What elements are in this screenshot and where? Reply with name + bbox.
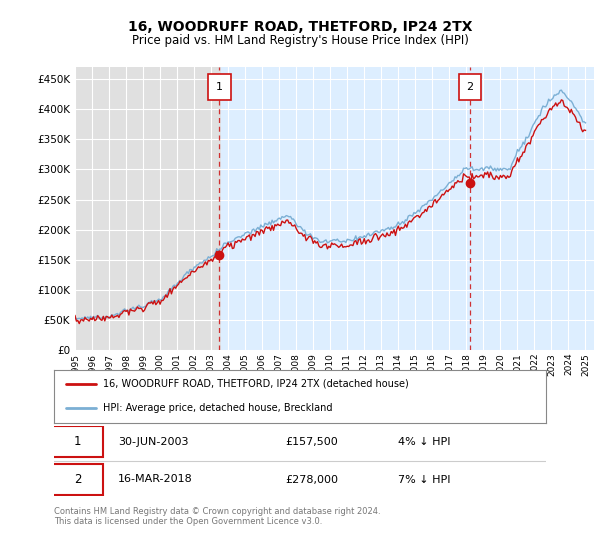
FancyBboxPatch shape (52, 426, 103, 457)
Text: 16-MAR-2018: 16-MAR-2018 (118, 474, 193, 484)
FancyBboxPatch shape (459, 74, 481, 100)
Text: 16, WOODRUFF ROAD, THETFORD, IP24 2TX: 16, WOODRUFF ROAD, THETFORD, IP24 2TX (128, 20, 472, 34)
Text: Contains HM Land Registry data © Crown copyright and database right 2024.
This d: Contains HM Land Registry data © Crown c… (54, 507, 380, 526)
Text: £278,000: £278,000 (285, 474, 338, 484)
Text: 1: 1 (216, 82, 223, 92)
Bar (75, 67, 221, 350)
Text: 2: 2 (466, 82, 473, 92)
FancyBboxPatch shape (208, 74, 230, 100)
Text: Price paid vs. HM Land Registry's House Price Index (HPI): Price paid vs. HM Land Registry's House … (131, 34, 469, 46)
Text: £157,500: £157,500 (285, 437, 338, 447)
Text: 7% ↓ HPI: 7% ↓ HPI (398, 474, 451, 484)
Text: HPI: Average price, detached house, Breckland: HPI: Average price, detached house, Brec… (103, 403, 332, 413)
Text: 16, WOODRUFF ROAD, THETFORD, IP24 2TX (detached house): 16, WOODRUFF ROAD, THETFORD, IP24 2TX (d… (103, 379, 409, 389)
Text: 2: 2 (74, 473, 82, 486)
FancyBboxPatch shape (52, 464, 103, 495)
Text: 4% ↓ HPI: 4% ↓ HPI (398, 437, 451, 447)
Text: 30-JUN-2003: 30-JUN-2003 (118, 437, 188, 447)
Text: 1: 1 (74, 435, 82, 448)
Bar (221, 67, 594, 350)
